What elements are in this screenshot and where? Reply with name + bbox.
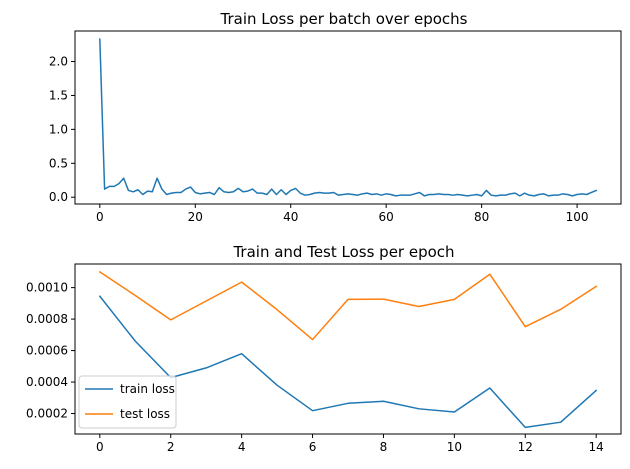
test-loss-line bbox=[98, 270, 598, 341]
y-axis: 0.0 0.5 1.0 1.5 2.0 bbox=[49, 55, 75, 204]
x-axis: 0 2 4 6 8 10 12 14 bbox=[96, 434, 604, 454]
x-tick-label: 6 bbox=[309, 440, 317, 454]
x-tick-label: 20 bbox=[188, 210, 203, 224]
y-tick-label: 0.0 bbox=[49, 190, 68, 204]
y-tick-label: 0.0002 bbox=[26, 407, 68, 421]
y-tick-label: 0.0004 bbox=[26, 375, 68, 389]
x-tick-label: 8 bbox=[380, 440, 388, 454]
x-tick-label: 14 bbox=[589, 440, 604, 454]
x-tick-label: 100 bbox=[566, 210, 589, 224]
y-tick-label: 0.0006 bbox=[26, 344, 68, 358]
legend-label-train: train loss bbox=[120, 382, 175, 396]
subplot-train-test-loss-per-epoch: Train and Test Loss per epoch 0 2 4 6 8 10 12 1… bbox=[26, 243, 622, 454]
x-tick-label: 2 bbox=[167, 440, 175, 454]
y-tick-label: 2.0 bbox=[49, 55, 68, 69]
x-tick-label: 12 bbox=[518, 440, 533, 454]
x-axis: 0 20 40 60 80 100 bbox=[96, 204, 589, 224]
x-tick-label: 40 bbox=[283, 210, 298, 224]
chart-title: Train Loss per batch over epochs bbox=[220, 10, 468, 28]
legend: train loss test loss bbox=[78, 375, 177, 429]
x-tick-label: 0 bbox=[96, 210, 104, 224]
axes-frame bbox=[74, 30, 622, 205]
train-loss-line bbox=[98, 295, 598, 429]
series-line bbox=[99, 38, 598, 197]
x-tick-label: 80 bbox=[474, 210, 489, 224]
axes-frame bbox=[74, 263, 622, 435]
x-tick-label: 0 bbox=[96, 440, 104, 454]
subplot-train-loss-per-batch: Train Loss per batch over epochs 0 20 40 60… bbox=[49, 10, 622, 224]
y-tick-label: 1.0 bbox=[49, 122, 68, 136]
chart-title: Train and Test Loss per epoch bbox=[232, 243, 454, 261]
plot-area bbox=[98, 270, 598, 429]
y-tick-label: 1.5 bbox=[49, 88, 68, 102]
y-tick-label: 0.0008 bbox=[26, 312, 68, 326]
plot-area bbox=[99, 38, 598, 197]
y-axis: 0.0002 0.0004 0.0006 0.0008 0.0010 bbox=[26, 281, 75, 421]
y-tick-label: 0.5 bbox=[49, 156, 68, 170]
x-tick-label: 60 bbox=[379, 210, 394, 224]
legend-label-test: test loss bbox=[120, 407, 170, 421]
x-tick-label: 4 bbox=[238, 440, 246, 454]
y-tick-label: 0.0010 bbox=[26, 281, 68, 295]
x-tick-label: 10 bbox=[447, 440, 462, 454]
